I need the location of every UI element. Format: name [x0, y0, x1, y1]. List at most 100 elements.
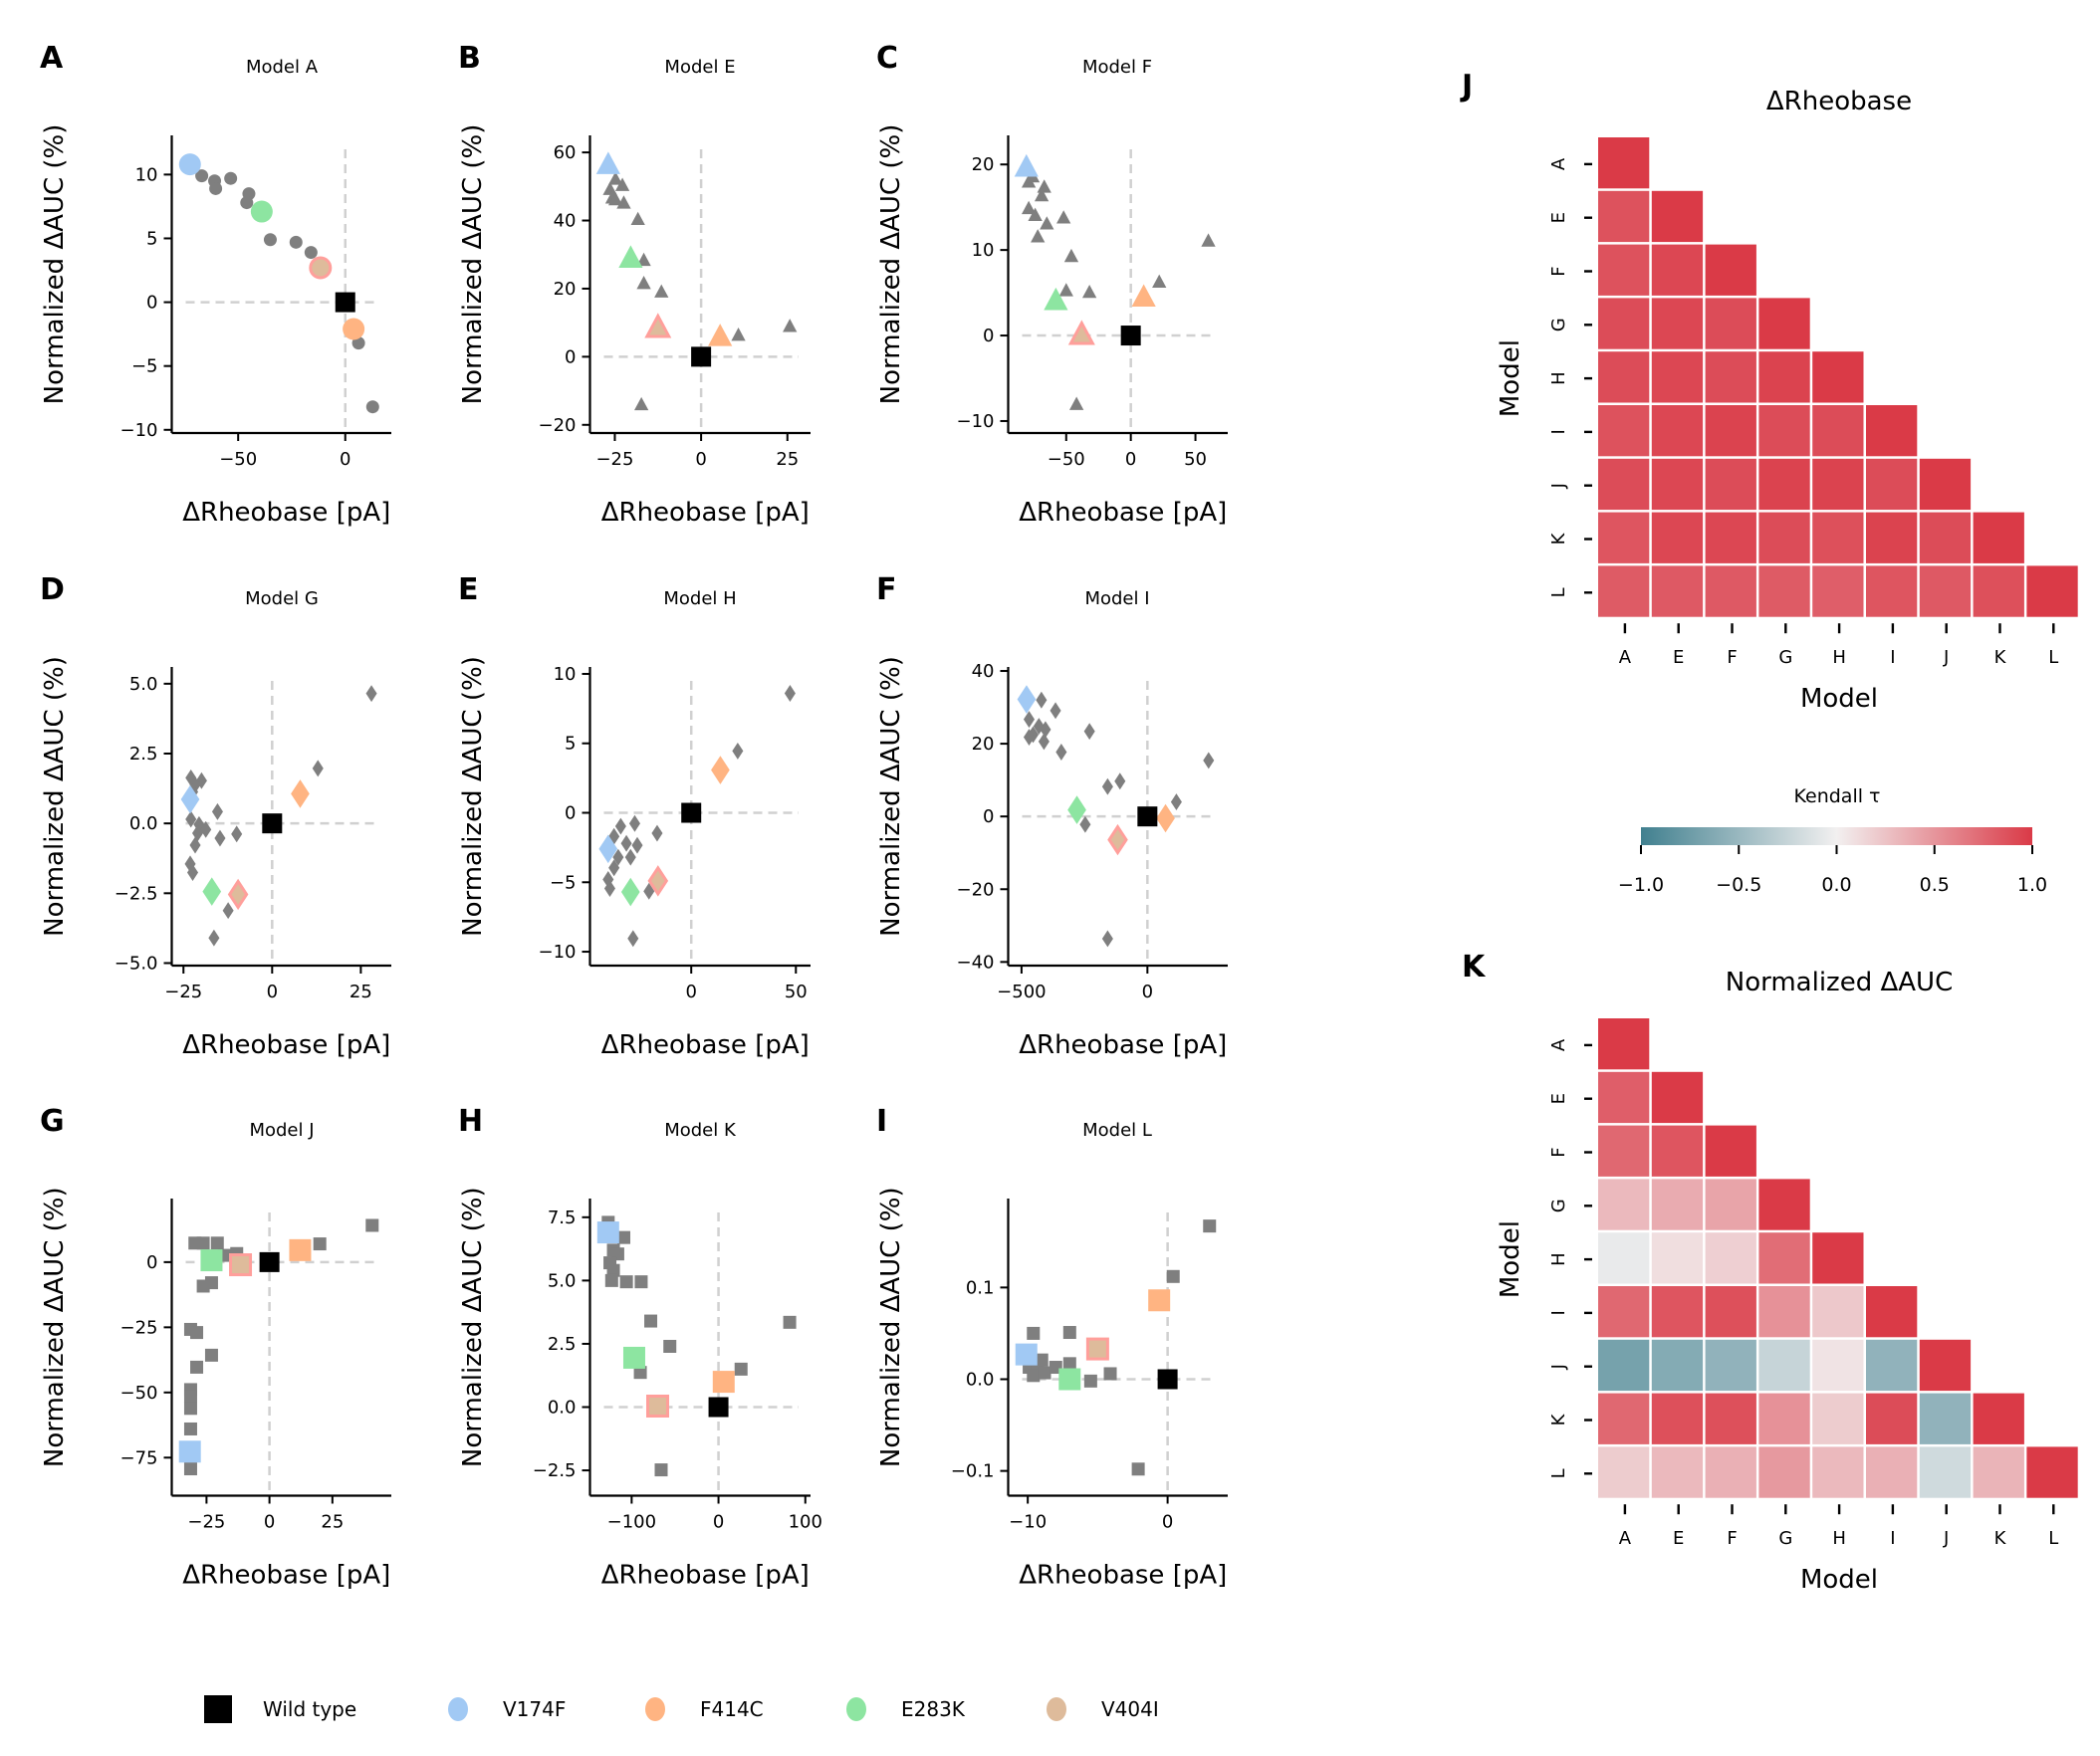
x-tick-label: 0 [1142, 982, 1153, 1002]
heatmap-cell [1705, 1339, 1756, 1392]
legend-label: V174F [503, 1697, 566, 1721]
colorbar-tick-label: 1.0 [2017, 874, 2047, 896]
data-point-background [627, 930, 639, 948]
data-point-background [606, 1263, 620, 1277]
heatmap-cell [1919, 1393, 1972, 1444]
heatmap-cell [1866, 405, 1918, 457]
heatmap-cell [1651, 1393, 1704, 1444]
data-point-background [636, 276, 651, 290]
y-tick-label: 40 [554, 211, 577, 232]
data-point-background [631, 836, 643, 854]
data-point-background [1079, 815, 1091, 833]
data-point-background [1103, 1367, 1117, 1381]
data-point-background [196, 1236, 210, 1250]
panel-title: Model E [664, 57, 735, 78]
data-point-background [1166, 1269, 1180, 1283]
data-point-wild-type [259, 1251, 280, 1272]
scatter-panel-g: G Model J −25 0 25 −75 −50 −25 0 ΔRheobase [pA] No… [40, 1104, 391, 1591]
data-point-v174f [596, 1221, 619, 1244]
heatmap-cell [1866, 1286, 1918, 1338]
data-point-v174f [178, 153, 201, 176]
heatmap-cell [1598, 1232, 1650, 1284]
colorbar-tick-label: 0.5 [1920, 874, 1950, 896]
x-axis-label: ΔRheobase [pA] [182, 498, 390, 528]
panel-letter: D [40, 572, 65, 607]
x-tick-label: −25 [187, 1512, 225, 1533]
x-axis-label: Model [1800, 684, 1878, 714]
data-point-background [1081, 284, 1097, 299]
y-tick-label: E [1548, 212, 1569, 223]
legend-label: V404I [1101, 1697, 1159, 1721]
y-tick-label: A [1548, 1038, 1569, 1051]
data-point-background [620, 834, 632, 852]
y-tick-label: 20 [972, 154, 995, 175]
data-point-background [624, 848, 636, 866]
panel-letter: E [458, 572, 479, 607]
data-point-f414c [1148, 1289, 1171, 1312]
x-tick-label: 25 [350, 982, 372, 1002]
heatmap-cell [1598, 1393, 1650, 1444]
y-tick-label: 2.5 [129, 744, 158, 765]
y-tick-label: −10 [539, 942, 577, 963]
colorbar-label: Kendall τ [1794, 785, 1881, 807]
heatmap-cell [1919, 1446, 1972, 1498]
y-tick-label: 10 [135, 164, 158, 185]
y-tick-label: 0.0 [548, 1398, 577, 1419]
legend: Wild type V174F F414C E283K V404I [204, 1695, 1159, 1723]
data-point-background [602, 181, 617, 195]
legend-circle-marker [645, 1697, 665, 1721]
panel-title: Model F [1082, 57, 1152, 78]
data-point-e283k [618, 245, 643, 268]
data-point-background [193, 815, 205, 833]
data-point-background [209, 181, 223, 195]
y-tick-label: 40 [972, 661, 995, 682]
data-point-background [604, 1273, 618, 1287]
x-tick-label: L [2048, 1528, 2058, 1549]
heatmap-cell [1651, 351, 1704, 403]
data-point-background [186, 864, 199, 881]
x-tick-label: −100 [607, 1512, 656, 1533]
data-point-e283k [620, 877, 640, 907]
data-point-f414c [711, 756, 730, 784]
x-tick-label: J [1943, 1528, 1949, 1549]
data-point-background [603, 880, 615, 898]
data-point-background [289, 235, 303, 249]
y-tick-label: 10 [972, 240, 995, 261]
data-point-e283k [250, 200, 273, 223]
data-point-background [195, 771, 207, 789]
heatmap-cell [1758, 1179, 1810, 1230]
y-tick-label: −10 [957, 411, 995, 432]
data-point-background [231, 825, 243, 843]
panel-letter: G [40, 1104, 65, 1139]
data-point-v404i [1107, 823, 1128, 856]
y-tick-label: L [1548, 587, 1569, 597]
y-tick-label: 5 [565, 734, 576, 755]
y-tick-label: H [1548, 1252, 1569, 1266]
x-axis-label: ΔRheobase [pA] [1019, 1030, 1227, 1060]
data-point-v404i [309, 256, 333, 280]
data-point-background [636, 252, 651, 267]
y-tick-label: G [1548, 318, 1569, 331]
data-point-background [1203, 752, 1215, 769]
panel-title: Model G [245, 588, 319, 609]
x-tick-label: 100 [789, 1512, 822, 1533]
heatmap-cell [1651, 1339, 1704, 1392]
colorbar-tick-label: 0.0 [1821, 874, 1851, 896]
data-point-background [608, 191, 623, 206]
y-tick-label: −50 [120, 1383, 158, 1404]
heatmap-cell [1598, 405, 1650, 457]
heatmap-title: Normalized ΔAUC [1726, 968, 1953, 997]
x-tick-label: A [1619, 1528, 1632, 1549]
data-point-v174f [178, 1440, 201, 1463]
heatmap-cell [1812, 351, 1864, 403]
data-point-f414c [708, 324, 733, 346]
y-tick-label: 0.0 [966, 1369, 995, 1390]
data-point-background [1021, 200, 1037, 215]
y-tick-label: 0.0 [129, 813, 158, 834]
data-point-background [208, 929, 220, 947]
heatmap-cell [1598, 137, 1650, 189]
heatmap-cell [1651, 1286, 1704, 1338]
data-point-background [191, 824, 204, 842]
panel-title: Model I [1084, 588, 1149, 609]
x-tick-label: J [1943, 647, 1949, 668]
